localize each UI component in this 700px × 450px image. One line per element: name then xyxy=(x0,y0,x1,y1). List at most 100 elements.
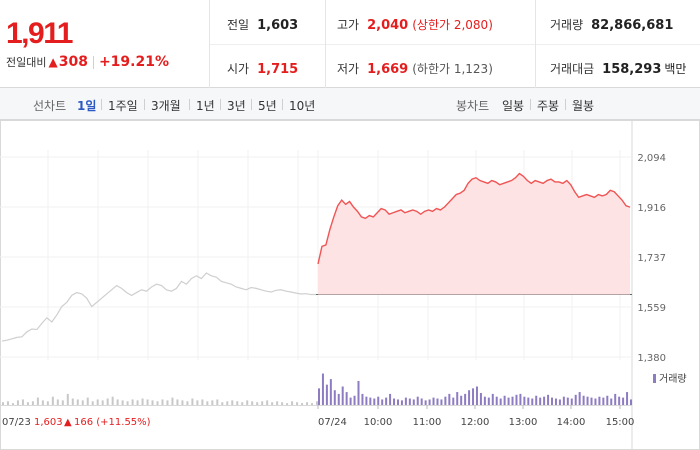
volume-bar-today xyxy=(479,392,482,405)
chart-period-tabs: 선차트 1일 1주일 3개월 1년 3년 5년 10년 봉차트 일봉 주봉 월봉 xyxy=(0,88,700,120)
tab-weekly-candle[interactable]: 주봉 xyxy=(537,99,560,113)
volume-bar-prev xyxy=(36,397,39,405)
volume-bar-prev xyxy=(311,403,314,405)
volume-bar-today xyxy=(408,398,411,405)
price-change-row: 전일대비 ▲ 308 +19.21% xyxy=(6,54,169,70)
volume-bar-today xyxy=(337,393,340,405)
volume-bar-prev xyxy=(276,401,279,405)
volume-bar-today xyxy=(531,398,534,405)
volume-bar-today xyxy=(444,396,447,405)
volume-bar-prev xyxy=(286,403,289,405)
volume-bar-prev xyxy=(241,402,244,405)
volume-bar-prev xyxy=(266,400,269,405)
open-stat: 시가 1,715 xyxy=(227,60,298,77)
volume-bar-prev xyxy=(216,399,219,405)
tab-divider xyxy=(189,99,190,110)
volume-bar-today xyxy=(535,395,538,405)
volume-bar-prev xyxy=(26,402,29,405)
volume-bar-today xyxy=(503,395,506,405)
amount-unit: 백만 xyxy=(664,62,687,76)
prev-day-price-line xyxy=(1,272,316,342)
volume-bar-prev xyxy=(146,399,149,405)
volume-bar-today xyxy=(400,400,403,405)
volume-bar-prev xyxy=(126,401,129,405)
volume-bar-today xyxy=(448,393,451,405)
tab-3year[interactable]: 3년 xyxy=(227,99,246,113)
volume-bar-today xyxy=(436,398,439,405)
volume-bar-today xyxy=(626,392,629,405)
volume-bar-prev xyxy=(181,400,184,405)
amount-stat: 거래대금 158,293 백만 xyxy=(550,60,686,77)
tab-divider xyxy=(220,99,221,110)
volume-bar-prev xyxy=(301,403,304,405)
tab-5year[interactable]: 5년 xyxy=(258,99,277,113)
volume-bar-today xyxy=(590,397,593,405)
column-divider xyxy=(325,0,326,88)
low-stat: 저가 1,669 (하한가 1,123) xyxy=(337,60,493,77)
volume-legend-swatch xyxy=(653,374,656,383)
current-price: 1,911 xyxy=(6,17,73,50)
tab-daily-candle[interactable]: 일봉 xyxy=(502,99,525,113)
amount-value: 158,293 xyxy=(602,62,662,77)
volume-legend-label: 거래량 xyxy=(659,373,687,385)
volume-bar-prev xyxy=(281,402,284,405)
today-price-line xyxy=(317,172,631,265)
tab-10year[interactable]: 10년 xyxy=(289,99,316,113)
tab-1week[interactable]: 1주일 xyxy=(108,99,138,113)
up-triangle-icon: ▲ xyxy=(48,55,58,69)
volume-bar-today xyxy=(495,396,498,405)
volume-bar-today xyxy=(329,379,332,405)
volume-bar-today xyxy=(389,393,392,405)
prev-change-label: 166 (+11.55%) xyxy=(74,417,151,428)
column-divider xyxy=(535,0,536,88)
volume-bar-prev xyxy=(136,400,139,405)
volume-bar-prev xyxy=(161,399,164,405)
volume-bar-prev xyxy=(206,401,209,405)
volume-bar-today xyxy=(487,397,490,405)
volume-bar-today xyxy=(365,396,368,405)
y-tick-label: 1,916 xyxy=(637,203,666,214)
volume-bar-today xyxy=(357,380,360,405)
prev-change-up-icon: ▲ xyxy=(64,417,72,428)
volume-bar-prev xyxy=(211,400,214,405)
tab-monthly-candle[interactable]: 월봉 xyxy=(572,99,595,113)
volume-bar-prev xyxy=(91,401,94,405)
tab-divider xyxy=(530,99,531,110)
volume-bar-today xyxy=(452,397,455,405)
volume-bar-today xyxy=(416,396,419,405)
volume-bar-today xyxy=(610,398,613,405)
tab-divider xyxy=(144,99,145,110)
volume-bar-today xyxy=(460,395,463,405)
volume-bar-prev xyxy=(111,396,114,405)
divider xyxy=(92,55,94,69)
volume-bar-prev xyxy=(141,398,144,405)
volume-value: 82,866,681 xyxy=(591,18,674,33)
tab-3month[interactable]: 3개월 xyxy=(151,99,181,113)
tab-1day[interactable]: 1일 xyxy=(77,99,97,113)
volume-bar-prev xyxy=(221,402,224,405)
volume-bar-prev xyxy=(46,401,49,405)
volume-bar-prev xyxy=(251,401,254,405)
volume-bar-today xyxy=(574,394,577,405)
tab-1year[interactable]: 1년 xyxy=(196,99,215,113)
volume-bar-today xyxy=(345,392,348,405)
volume-bar-prev xyxy=(296,402,299,405)
volume-bar-today xyxy=(377,396,380,405)
volume-bar-today xyxy=(507,397,510,405)
high-value: 2,040 xyxy=(367,18,409,33)
volume-bar-today xyxy=(558,399,561,405)
volume-bar-prev xyxy=(226,401,229,405)
volume-bar-prev xyxy=(6,401,9,405)
volume-bar-today xyxy=(321,373,324,405)
volume-bar-prev xyxy=(66,393,69,405)
volume-bar-today xyxy=(543,396,546,405)
volume-bar-today xyxy=(606,395,609,405)
time-tick-label: 12:00 xyxy=(461,417,490,428)
volume-bar-prev xyxy=(171,397,174,405)
volume-bar-prev xyxy=(81,400,84,405)
today-price-area xyxy=(318,173,630,295)
volume-bar-today xyxy=(586,396,589,405)
tab-divider xyxy=(565,99,566,110)
y-tick-label: 2,094 xyxy=(637,153,666,164)
